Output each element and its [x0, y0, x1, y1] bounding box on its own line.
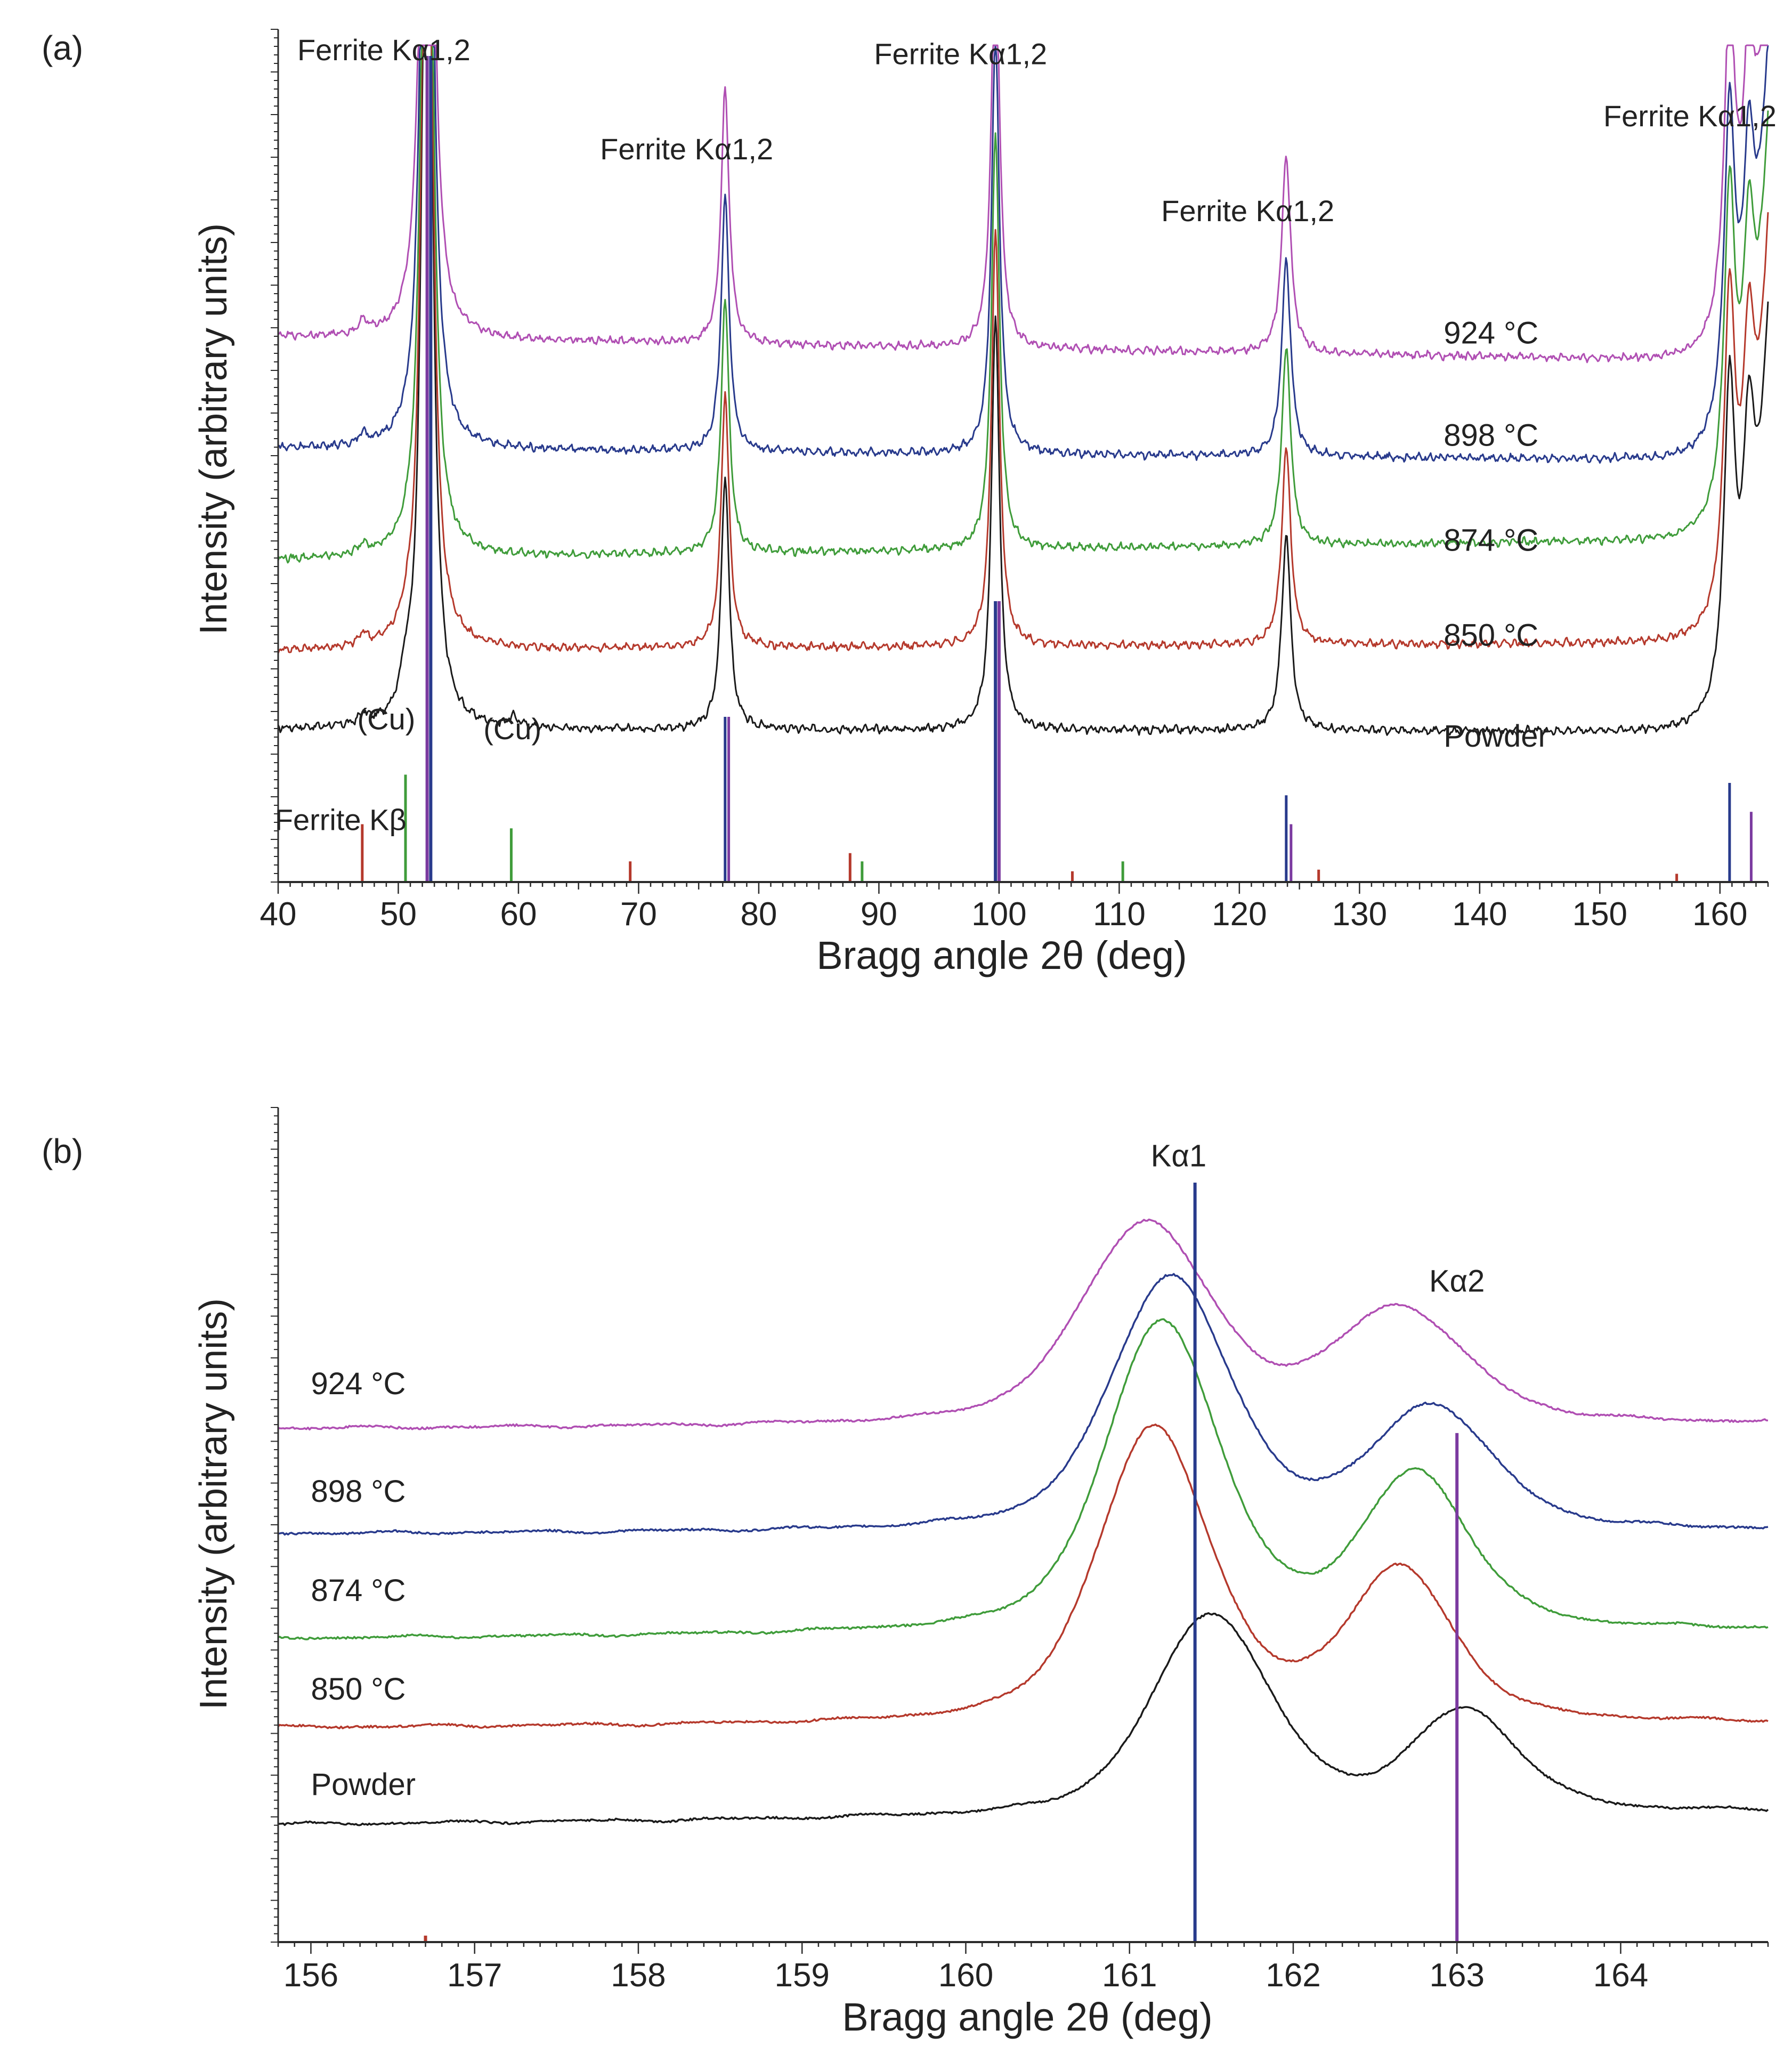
- panel-b-annotation: Kα1: [1151, 1139, 1206, 1174]
- panel-b-x-tick-label: 161: [1102, 1957, 1157, 1994]
- panel-a-series-label: 874 °C: [1444, 523, 1538, 557]
- panel-a-label: (a): [42, 29, 83, 67]
- panel-b-series-line-850-c: [277, 1424, 1769, 1729]
- panel-b-series-line-powder: [278, 1612, 1769, 1826]
- panel-b-x-tick-label: 157: [447, 1957, 502, 1994]
- panel-a-series-line-874-c: [277, 44, 1769, 564]
- panel-a-annotation: Ferrite Kα1,2: [1603, 99, 1777, 133]
- panel-a-x-tick-label: 120: [1212, 896, 1267, 933]
- panel-a-reference-lines: [361, 56, 1753, 882]
- panel-b-x-axis-title: Bragg angle 2θ (deg): [842, 1995, 1212, 2039]
- panel-a-series-line-powder: [277, 44, 1769, 736]
- panel-b-x-tick-label: 163: [1429, 1957, 1484, 1994]
- panel-b-x-tick-label: 164: [1593, 1957, 1648, 1994]
- panel-a-x-tick-label: 60: [500, 896, 537, 933]
- panel-a-x-tick-label: 70: [620, 896, 657, 933]
- panel-a-series-line-850-c: [277, 44, 1769, 654]
- panel-b-series-line-898-c: [278, 1273, 1769, 1536]
- panel-b-annotations: Kα1 Kα2: [1151, 1139, 1485, 1299]
- panel-b-series-label: 898 °C: [311, 1474, 406, 1509]
- panel-a-series-label: 924 °C: [1444, 316, 1538, 350]
- panel-b-plot-area: [277, 1218, 1769, 1826]
- panel-a-x-tick-label: 110: [1093, 896, 1146, 933]
- panel-a-series-line-898-c: [278, 44, 1769, 464]
- panel-a-x-tick-label: 150: [1572, 896, 1627, 933]
- panel-b-x-tick-label: 158: [611, 1957, 666, 1994]
- panel-a-annotation: (Cu): [483, 712, 541, 746]
- panel-a-y-axis-title: Intensity (arbitrary units): [192, 223, 235, 635]
- panel-b-y-axis-title: Intensity (arbitrary units): [192, 1298, 235, 1710]
- panel-a-annotation: Ferrite Kβ: [275, 803, 407, 836]
- panel-a-series-labels: Powder 850 °C 874 °C 898 °C 924 °C: [1444, 316, 1548, 753]
- panel-b-label: (b): [42, 1132, 83, 1170]
- panel-a-axes: [271, 29, 1769, 894]
- panel-a-x-tick-label: 160: [1692, 896, 1747, 933]
- panel-a-x-tick-label: 90: [861, 896, 897, 933]
- panel-a-series-line-924-c: [278, 44, 1768, 363]
- panel-a-annotation: Ferrite Kα1,2: [297, 33, 471, 67]
- panel-b-x-tick-label: 162: [1266, 1957, 1320, 1994]
- panel-a: (a) 40 50 60 70 80 90 100 110 120 130 140 150 160 Fe…: [42, 29, 1777, 977]
- panel-b-series-line-924-c: [278, 1218, 1769, 1431]
- panel-a-series-label: 850 °C: [1444, 618, 1538, 653]
- panel-a-x-axis-title: Bragg angle 2θ (deg): [816, 933, 1187, 977]
- panel-a-annotation: Ferrite Kα1,2: [600, 132, 773, 166]
- panel-b-x-tick-label: 156: [283, 1957, 338, 1994]
- panel-a-plot-area: [277, 44, 1769, 736]
- panel-b-series-labels: Powder 850 °C 874 °C 898 °C 924 °C: [311, 1366, 416, 1802]
- panel-b: (b) 156 157 158 159 160 161 162 163 164 Kα1 Kα2 P…: [42, 1107, 1769, 2039]
- panel-a-annotation: Ferrite Kα1,2: [1161, 194, 1334, 228]
- panel-a-annotation: (Cu): [357, 702, 415, 735]
- panel-a-x-tick-label: 100: [971, 896, 1026, 933]
- panel-b-axes: [271, 1107, 1769, 1954]
- panel-b-reference-lines: [424, 1182, 1459, 1942]
- panel-a-x-tick-label: 40: [260, 896, 297, 933]
- panel-b-series-label: Powder: [311, 1767, 416, 1802]
- panel-b-annotation: Kα2: [1429, 1264, 1485, 1299]
- panel-a-series-label: Powder: [1444, 719, 1548, 754]
- panel-b-series-label: 850 °C: [311, 1672, 406, 1707]
- panel-b-x-tick-labels: 156 157 158 159 160 161 162 163 164: [283, 1957, 1648, 1994]
- panel-a-x-tick-label: 50: [380, 896, 417, 933]
- panel-b-x-tick-label: 160: [938, 1957, 993, 1994]
- panel-a-x-tick-label: 80: [740, 896, 777, 933]
- panel-a-x-tick-label: 130: [1332, 896, 1387, 933]
- panel-b-series-label: 874 °C: [311, 1573, 406, 1608]
- panel-a-x-tick-label: 140: [1452, 896, 1507, 933]
- panel-a-x-tick-labels: 40 50 60 70 80 90 100 110 120 130 140 150 160: [260, 896, 1748, 933]
- panel-b-x-tick-label: 159: [774, 1957, 829, 1994]
- panel-b-series-line-874-c: [278, 1318, 1769, 1640]
- panel-a-annotations: Ferrite Kα1,2 Ferrite Kα1,2 Ferrite Kα1,2 F…: [275, 33, 1777, 837]
- panel-a-annotation: Ferrite Kα1,2: [874, 37, 1047, 71]
- panel-b-series-label: 924 °C: [311, 1366, 406, 1401]
- panel-a-series-label: 898 °C: [1444, 418, 1538, 453]
